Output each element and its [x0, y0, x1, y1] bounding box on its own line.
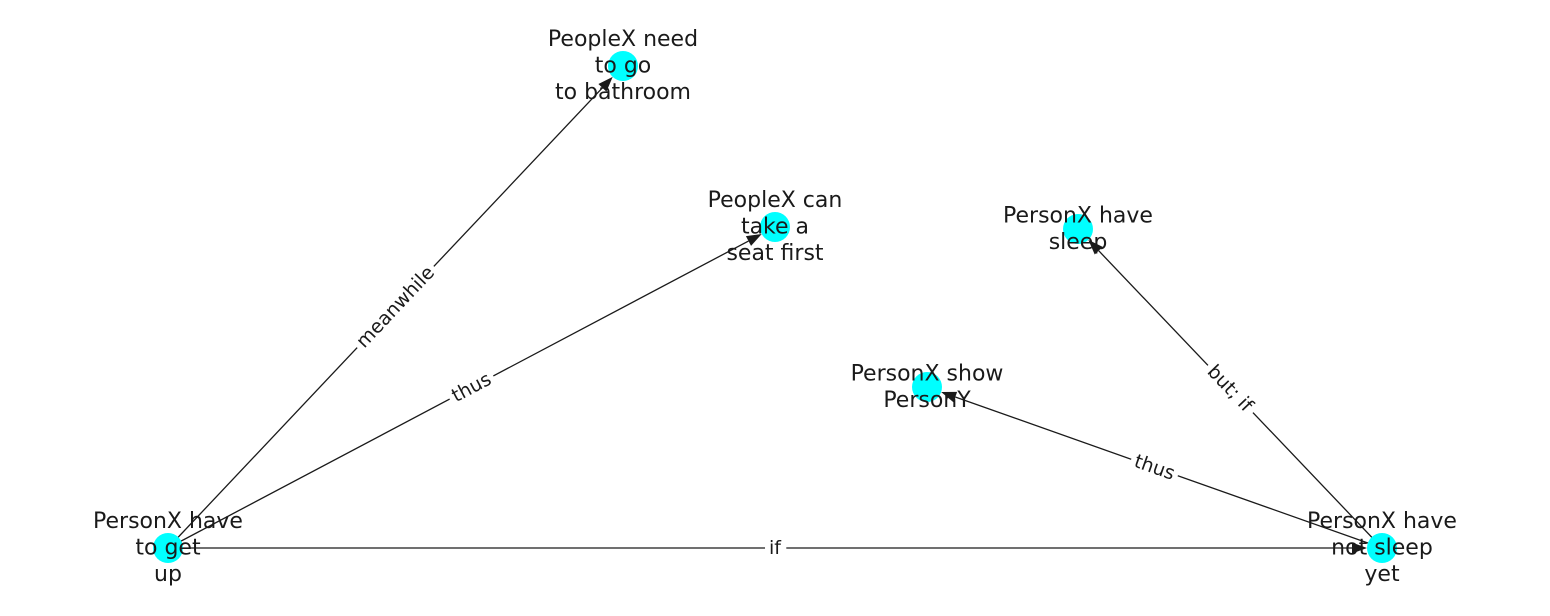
edge-label: meanwhile — [352, 262, 439, 353]
node-label-line: PersonY — [883, 388, 971, 413]
edge-label-background — [765, 536, 787, 560]
node-label-line: sleep — [1049, 230, 1108, 255]
node-label-line: PersonX show — [851, 361, 1004, 386]
node-dot — [1367, 533, 1397, 563]
node-label-line: seat first — [726, 241, 823, 266]
node-label-line: to get — [135, 536, 201, 561]
node-label-line: to bathroom — [555, 80, 691, 105]
edge-get_up-to-not_sleep: if — [168, 536, 1367, 560]
edge-get_up-to-seat: thus — [167, 234, 762, 549]
edge-label: if — [769, 537, 782, 559]
edge-not_sleep-to-have_sleep: but; if — [1088, 239, 1383, 549]
edge-label-group: but; if — [1199, 357, 1262, 421]
node-label-line: yet — [1364, 562, 1400, 587]
node-dot — [760, 212, 790, 242]
node-label-line: PersonX have — [93, 509, 243, 534]
edge-label-group: meanwhile — [348, 258, 443, 356]
node-label-line: PeopleX can — [708, 188, 843, 213]
arrowhead — [941, 391, 958, 403]
node-label-line: to go — [595, 54, 652, 79]
node-label-line: PersonX have — [1307, 509, 1457, 534]
node-label-line: take a — [741, 215, 809, 240]
edge-label-background — [444, 365, 499, 410]
node-dot — [1063, 214, 1093, 244]
node-dot — [912, 372, 942, 402]
node-label-line: PersonX have — [1003, 203, 1153, 228]
node-dot — [608, 51, 638, 81]
node-label-line: up — [154, 562, 182, 587]
arrowhead — [598, 76, 613, 92]
node-label-line: PeopleX need — [548, 27, 698, 52]
edge-label-background — [1127, 447, 1182, 488]
edge-label-background — [1199, 357, 1262, 421]
arrowhead — [745, 234, 762, 246]
edge-label-background — [348, 258, 443, 356]
arrowhead — [1088, 239, 1103, 255]
edge-label-group: thus — [444, 365, 499, 410]
edge-label-group: thus — [1127, 447, 1182, 488]
edge-get_up-to-bathroom: meanwhile — [167, 76, 613, 549]
node-label-line: not sleep — [1331, 536, 1433, 561]
node-dot — [153, 533, 183, 563]
arrowhead — [1352, 542, 1367, 554]
edge-label-group: if — [765, 536, 787, 560]
